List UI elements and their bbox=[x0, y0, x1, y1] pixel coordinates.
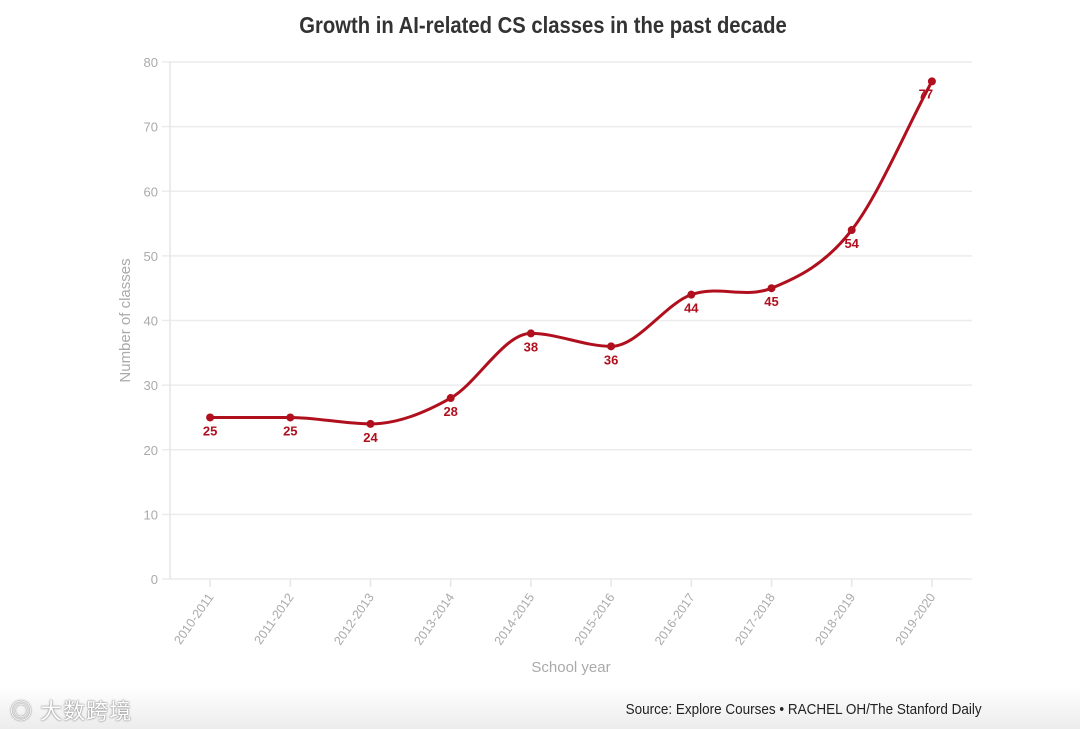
x-tick-label: 2013-2014 bbox=[411, 591, 457, 648]
x-tick-label: 2015-2016 bbox=[572, 591, 618, 648]
data-point bbox=[847, 226, 856, 235]
data-point bbox=[927, 77, 936, 86]
data-point bbox=[206, 413, 215, 422]
y-axis-title: Number of classes bbox=[117, 258, 134, 382]
y-tick-label: 40 bbox=[144, 314, 158, 329]
data-point bbox=[446, 394, 455, 403]
x-tick-label: 2014-2015 bbox=[492, 591, 538, 648]
y-tick-label: 50 bbox=[144, 249, 158, 264]
x-axis-title: School year bbox=[531, 659, 610, 676]
x-tick-label: 2017-2018 bbox=[732, 591, 778, 648]
watermark-text: 大数跨境 bbox=[40, 699, 133, 724]
data-point bbox=[286, 413, 295, 422]
x-tick-label: 2010-2011 bbox=[171, 591, 216, 647]
data-point bbox=[607, 342, 616, 351]
data-label: 25 bbox=[283, 423, 297, 438]
y-tick-label: 20 bbox=[144, 443, 158, 458]
data-point bbox=[687, 290, 696, 299]
x-tick-label: 2016-2017 bbox=[652, 591, 698, 648]
y-tick-label: 10 bbox=[144, 507, 158, 522]
data-label: 38 bbox=[524, 339, 538, 354]
y-tick-label: 30 bbox=[144, 378, 158, 393]
x-tick-label: 2018-2019 bbox=[812, 591, 858, 648]
watermark-logo: ◎ 大数跨境 bbox=[10, 699, 133, 724]
y-tick-label: 0 bbox=[151, 572, 158, 587]
series-line bbox=[210, 80, 934, 426]
y-tick-label: 60 bbox=[144, 184, 158, 199]
data-label: 45 bbox=[764, 294, 778, 309]
y-tick-label: 70 bbox=[144, 120, 158, 135]
data-point bbox=[366, 419, 375, 428]
data-label: 28 bbox=[443, 404, 457, 419]
data-label: 44 bbox=[684, 301, 699, 316]
y-tick-label: 80 bbox=[144, 55, 158, 70]
data-label: 25 bbox=[203, 423, 217, 438]
data-label: 54 bbox=[844, 236, 859, 251]
data-point bbox=[526, 329, 535, 338]
data-label: 77 bbox=[919, 86, 933, 101]
data-point bbox=[767, 284, 776, 293]
x-tick-label: 2012-2013 bbox=[331, 591, 377, 648]
data-label: 24 bbox=[363, 430, 378, 445]
chart-title: Growth in AI-related CS classes in the p… bbox=[299, 12, 787, 38]
footer-band bbox=[0, 686, 1080, 729]
x-tick-label: 2011-2012 bbox=[252, 591, 297, 647]
data-label: 36 bbox=[604, 352, 618, 367]
x-tick-label: 2019-2020 bbox=[893, 591, 939, 648]
source-credit: Source: Explore Courses • RACHEL OH/The … bbox=[625, 701, 982, 718]
